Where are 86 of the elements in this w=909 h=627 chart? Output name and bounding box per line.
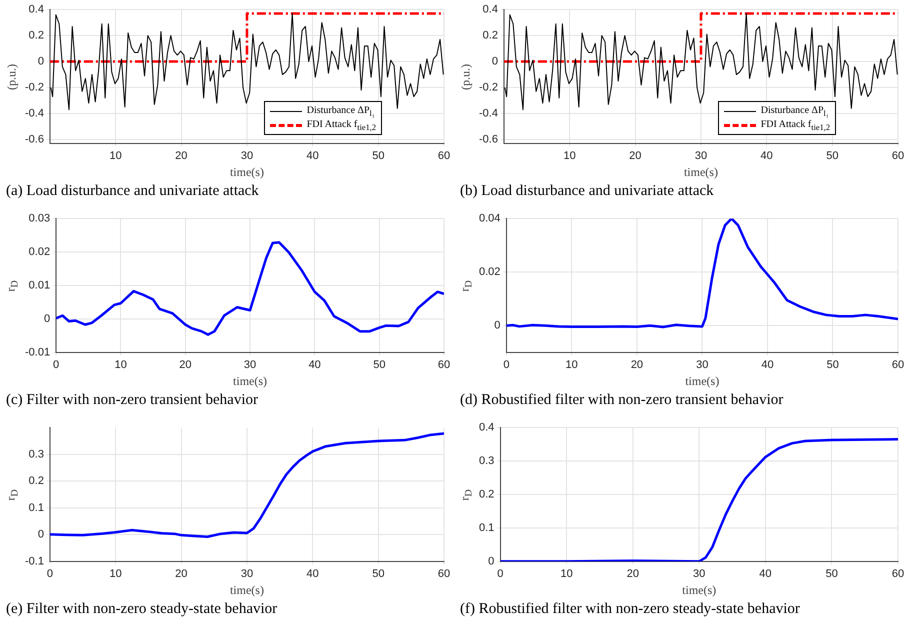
- x-tick-label: 10: [564, 150, 576, 162]
- x-tick-label: 10: [560, 568, 573, 580]
- x-tick-label: 20: [179, 359, 192, 372]
- x-tick-label: 40: [308, 359, 321, 372]
- x-tick-label: 20: [630, 359, 644, 372]
- x-tick-label: 50: [372, 568, 384, 580]
- x-tick-label: 50: [826, 359, 839, 372]
- y-tick-label: -0.6: [24, 134, 44, 146]
- x-axis-title: time(s): [230, 582, 264, 597]
- y-tick-label: -0.2: [24, 82, 44, 94]
- x-tick-label: 50: [826, 150, 838, 162]
- y-tick-label: 0.01: [28, 280, 50, 292]
- y-tick-label: 0: [492, 56, 498, 68]
- y-tick-label: 0.1: [28, 502, 44, 514]
- x-tick-label: 10: [114, 359, 127, 372]
- x-axis-title: time(s): [682, 582, 716, 597]
- y-tick-label: 0.02: [28, 246, 50, 258]
- x-tick-label: 60: [438, 359, 450, 372]
- legend-label: FDI Attack f$_{tie1,2}$: [306, 118, 376, 132]
- x-tick-label: 10: [566, 359, 578, 372]
- x-tick-label: 10: [110, 150, 122, 162]
- y-tick-label: 0.3: [28, 448, 44, 460]
- y-tick-label: 0.1: [478, 522, 494, 534]
- y-tick-label: 0.2: [478, 488, 494, 501]
- x-tick-label: 0: [53, 359, 60, 372]
- x-tick-label: 50: [826, 568, 838, 580]
- x-tick-label: 20: [626, 568, 639, 580]
- y-tick-label: 0.3: [478, 455, 494, 468]
- x-axis-title: time(s): [684, 164, 718, 179]
- text: (e) Filter with non-zero steady-state behavior: [5, 600, 278, 619]
- y-tick-label: 0: [38, 528, 44, 541]
- x-tick-label: 40: [759, 568, 772, 580]
- y-tick-label: 0.4: [28, 4, 44, 16]
- y-tick-label: -0.1: [24, 555, 44, 568]
- text: (d) Robustified filter with non-zero transient behavior: [459, 391, 784, 410]
- x-tick-label: 40: [760, 150, 773, 162]
- y-tick-label: -0.6: [478, 134, 498, 146]
- x-tick-label: 30: [696, 359, 708, 372]
- x-axis-title: time(s): [685, 374, 720, 388]
- y-tick-label: -0.01: [24, 346, 50, 358]
- x-tick-label: 60: [438, 150, 450, 162]
- y-tick-label: 0: [38, 56, 44, 68]
- y-tick-label: -0.4: [478, 108, 498, 120]
- x-tick-label: 30: [240, 568, 254, 580]
- y-tick-label: 0.2: [28, 30, 44, 42]
- text: (b) Load disturbance and univariate attack: [459, 182, 715, 201]
- x-tick-label: 60: [892, 568, 904, 580]
- x-tick-label: 60: [892, 150, 904, 162]
- legend-label: Disturbance ΔP$_{l₁}$: [306, 104, 375, 118]
- y-tick-label: 0.04: [478, 212, 500, 225]
- x-tick-label: 40: [761, 359, 774, 372]
- x-tick-label: 50: [373, 359, 386, 372]
- x-tick-label: 50: [372, 150, 384, 162]
- x-tick-label: 20: [629, 150, 642, 162]
- x-tick-label: 30: [693, 568, 706, 580]
- y-tick-label: 0: [494, 320, 500, 332]
- y-tick-label: 0: [488, 555, 494, 568]
- y-axis-title: (p.u.): [4, 64, 20, 90]
- x-axis-title: time(s): [233, 374, 268, 388]
- text: (f) Robustified filter with non-zero steady-state behavior: [459, 600, 801, 619]
- y-tick-label: -0.4: [24, 108, 44, 120]
- y-tick-label: 0.4: [478, 422, 494, 434]
- text: (a) Load disturbance and univariate attack: [5, 182, 260, 201]
- x-tick-label: 60: [892, 359, 904, 372]
- x-tick-label: 30: [244, 359, 256, 372]
- x-tick-label: 0: [503, 359, 510, 372]
- x-tick-label: 20: [175, 568, 188, 580]
- y-tick-label: 0.2: [482, 30, 498, 42]
- text: (c) Filter with non-zero transient behavior: [5, 391, 259, 410]
- x-tick-label: 30: [694, 150, 708, 162]
- y-tick-label: 0.03: [28, 212, 50, 225]
- y-tick-label: 0.4: [482, 4, 498, 16]
- x-tick-label: 40: [306, 568, 319, 580]
- legend-label: Disturbance ΔP$_{l₁}$: [760, 104, 829, 118]
- y-tick-label: 0.2: [28, 475, 44, 488]
- y-tick-label: 0: [44, 312, 50, 325]
- x-tick-label: 30: [240, 150, 254, 162]
- x-tick-label: 60: [438, 568, 450, 580]
- y-axis-title: (p.u.): [458, 64, 474, 90]
- x-axis-title: time(s): [230, 164, 264, 179]
- legend-label: FDI Attack f$_{tie1,2}$: [760, 118, 830, 132]
- x-tick-label: 40: [306, 150, 319, 162]
- y-tick-label: 0.02: [478, 266, 500, 278]
- x-tick-label: 10: [110, 568, 122, 580]
- y-tick-label: -0.2: [478, 82, 498, 94]
- x-tick-label: 20: [175, 150, 188, 162]
